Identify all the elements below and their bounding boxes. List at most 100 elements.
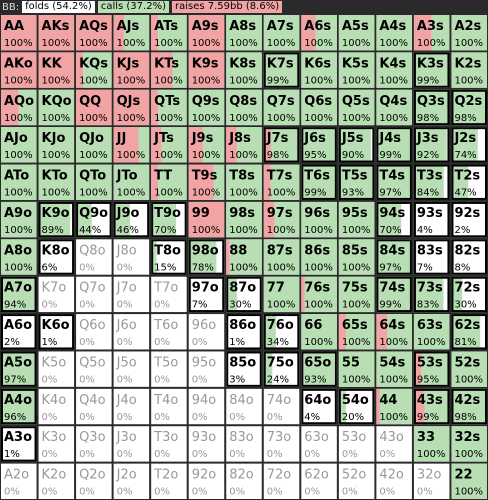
cell-bg xyxy=(226,463,262,499)
hand-label: 42o xyxy=(379,468,404,483)
mixed-border xyxy=(451,276,488,313)
mixed-border xyxy=(413,276,450,313)
raise-fill xyxy=(151,164,159,200)
hand-label: K2o xyxy=(42,468,67,483)
hand-percent: 0% xyxy=(154,412,170,423)
hand-label: 86o xyxy=(229,318,256,333)
hand-label: K8s xyxy=(229,56,256,71)
mixed-border xyxy=(226,314,262,350)
hand-label: J3o xyxy=(116,430,137,445)
hand-label: KQo xyxy=(42,94,72,109)
raise-fill xyxy=(151,127,162,163)
call-fill xyxy=(451,127,478,163)
call-fill xyxy=(376,201,402,238)
hand-percent: 0% xyxy=(417,487,433,498)
call-fill xyxy=(226,164,262,200)
mixed-border xyxy=(1,388,37,425)
call-fill xyxy=(270,127,299,163)
cell-bg xyxy=(113,351,150,387)
hand-percent: 100% xyxy=(4,113,33,124)
hand-label: 33 xyxy=(417,430,435,445)
mixed-border xyxy=(338,388,375,425)
hand-percent: 100% xyxy=(267,113,296,124)
cell-bg xyxy=(301,426,337,462)
hand-percent: 100% xyxy=(342,38,371,49)
raise-fill xyxy=(38,52,75,88)
hand-percent: 100% xyxy=(342,337,371,348)
hand-label: 55 xyxy=(342,355,360,370)
cell-bg xyxy=(38,351,75,387)
call-fill xyxy=(301,89,337,126)
hand-percent: 0% xyxy=(117,300,133,311)
hand-label: KQs xyxy=(79,56,108,71)
hand-percent: 100% xyxy=(117,150,146,161)
hand-percent: 100% xyxy=(454,374,483,385)
hand-percent: 0% xyxy=(42,300,58,311)
call-fill xyxy=(301,164,337,200)
hand-label: KTo xyxy=(42,169,68,184)
hand-percent: 100% xyxy=(154,113,183,124)
call-fill xyxy=(113,164,150,200)
raise-fill xyxy=(263,164,271,200)
hand-percent: 24% xyxy=(267,374,289,385)
hand-percent: 81% xyxy=(454,337,476,348)
hand-label: J7s xyxy=(266,131,289,146)
hand-label: Q6o xyxy=(79,318,106,333)
hand-label: Q3s xyxy=(417,94,445,109)
hand-percent: 99% xyxy=(379,300,401,311)
mixed-border xyxy=(413,201,450,238)
cell-bg xyxy=(226,314,262,350)
hand-label: 74o xyxy=(267,393,292,408)
hand-percent: 0% xyxy=(42,487,58,498)
hand-label: 98s xyxy=(229,206,255,221)
cell-bg xyxy=(76,276,112,313)
mixed-border xyxy=(451,127,488,163)
raise-fill xyxy=(301,15,316,51)
call-fill xyxy=(1,239,37,275)
call-fill xyxy=(202,127,225,163)
hand-label: T2o xyxy=(153,468,178,483)
hand-label: J9o xyxy=(116,206,140,221)
mixed-border xyxy=(113,201,150,238)
hand-percent: 100% xyxy=(417,449,446,460)
hand-percent: 100% xyxy=(304,337,333,348)
hand-label: Q3o xyxy=(79,430,106,445)
call-fill xyxy=(263,314,276,350)
call-fill xyxy=(421,351,448,387)
raise-fill xyxy=(226,127,237,163)
hand-percent: 0% xyxy=(79,412,95,423)
call-fill xyxy=(263,15,300,51)
hand-percent: 30% xyxy=(229,300,251,311)
hand-label: AJo xyxy=(4,131,28,146)
mixed-border xyxy=(413,164,450,200)
hand-percent: 1% xyxy=(42,337,58,348)
hand-label: 63s xyxy=(417,318,443,333)
cell-bg xyxy=(263,426,300,462)
hand-percent: 100% xyxy=(117,75,146,86)
hand-label: 88 xyxy=(229,243,247,258)
hand-label: T8o xyxy=(154,243,181,258)
hand-label: 22 xyxy=(454,468,472,483)
hand-label: 97o xyxy=(192,281,219,296)
hand-label: J4o xyxy=(116,393,137,408)
mixed-border xyxy=(38,201,75,238)
cell-bg xyxy=(188,314,225,350)
hand-percent: 93% xyxy=(342,188,364,199)
hand-percent: 46% xyxy=(117,225,139,236)
hand-label: 77 xyxy=(267,281,285,296)
hand-percent: 100% xyxy=(154,75,183,86)
hand-grid: AA 100% AKs 100% AQs 100% AJs 100% ATs 100% A9s 100… xyxy=(1,15,488,499)
hand-label: Q9s xyxy=(192,94,220,109)
mixed-border xyxy=(188,239,225,275)
call-fill xyxy=(451,89,487,126)
hand-label: 42s xyxy=(454,393,480,408)
hand-percent: 98% xyxy=(267,150,289,161)
hand-percent: 100% xyxy=(117,188,146,199)
hand-percent: 0% xyxy=(117,487,133,498)
call-fill xyxy=(301,52,337,88)
call-fill xyxy=(338,239,375,275)
cell-bg xyxy=(151,426,187,462)
call-fill xyxy=(18,89,37,126)
hand-percent: 100% xyxy=(379,75,408,86)
